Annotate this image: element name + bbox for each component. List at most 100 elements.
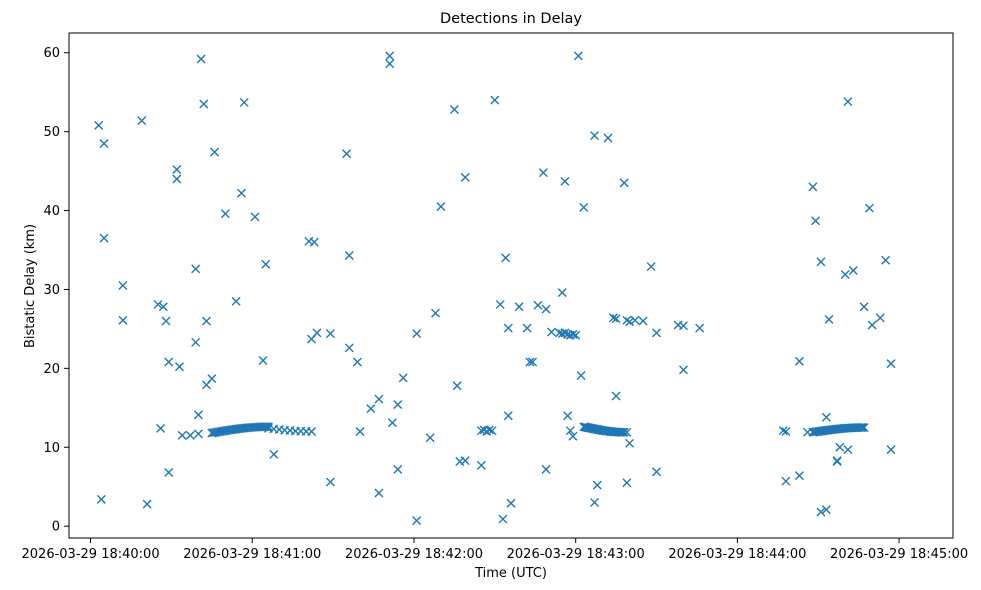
data-point-18 (185, 430, 195, 440)
data-point-57 (412, 329, 422, 339)
y-tick-label-6: 60 (43, 46, 60, 61)
data-point-31 (236, 188, 246, 198)
data-point-51 (385, 51, 395, 61)
data-point-74 (495, 299, 505, 309)
data-point-60 (431, 308, 441, 318)
x-tick-label-1: 2026-03-29 18:41:00 (183, 547, 321, 562)
data-point-227 (619, 427, 629, 437)
data-point-132 (808, 182, 818, 192)
data-point-8 (153, 299, 163, 309)
x-axis-ticks: 2026-03-29 18:40:00 2026-03-29 18:41:00 20… (22, 538, 968, 562)
data-point-125 (695, 323, 705, 333)
data-point-260 (858, 423, 868, 433)
data-point-75 (498, 514, 508, 524)
data-point-63 (452, 381, 462, 391)
data-point-0 (94, 120, 104, 130)
data-point-137 (821, 412, 831, 422)
data-point-113 (625, 317, 635, 327)
data-point-101 (573, 51, 583, 61)
data-point-73 (490, 95, 500, 105)
data-point-21 (193, 429, 203, 439)
data-point-119 (646, 262, 656, 272)
data-point-95 (571, 330, 581, 340)
data-point-259 (856, 423, 866, 433)
data-point-42 (325, 329, 335, 339)
data-point-112 (622, 315, 632, 325)
data-point-130 (794, 471, 804, 481)
y-axis-label: Bistatic Delay (km) (23, 224, 38, 348)
data-point-16 (175, 362, 184, 372)
data-point-100 (568, 431, 578, 441)
data-point-106 (590, 497, 600, 507)
data-point-146 (859, 302, 869, 312)
data-point-127 (781, 426, 791, 436)
data-point-186 (263, 422, 273, 432)
data-point-149 (875, 313, 885, 323)
data-point-52 (385, 59, 395, 69)
y-tick-label-3: 30 (43, 283, 60, 298)
data-point-225 (617, 427, 627, 437)
data-point-50 (374, 488, 384, 498)
data-point-49 (374, 394, 384, 404)
data-point-107 (603, 133, 613, 143)
data-point-96 (557, 288, 567, 298)
data-point-47 (355, 426, 365, 436)
data-point-53 (387, 418, 397, 428)
data-point-65 (460, 456, 470, 466)
data-point-43 (342, 149, 352, 159)
data-point-45 (344, 343, 354, 353)
data-point-83 (528, 357, 538, 367)
chart-title: Detections in Delay (440, 11, 582, 27)
data-point-28 (210, 147, 220, 157)
data-point-71 (484, 425, 494, 435)
data-point-133 (811, 216, 821, 226)
data-point-33 (250, 212, 260, 222)
data-point-124 (678, 365, 688, 375)
data-point-97 (560, 176, 570, 186)
data-point-67 (476, 460, 486, 470)
data-point-261 (859, 423, 869, 433)
data-point-12 (164, 468, 174, 478)
data-point-140 (832, 456, 842, 466)
data-point-58 (412, 516, 422, 526)
data-point-129 (794, 356, 804, 366)
data-point-36 (269, 449, 279, 459)
data-point-78 (503, 323, 513, 333)
data-point-109 (611, 314, 621, 324)
x-tick-label-4: 2026-03-29 18:44:00 (668, 547, 806, 562)
x-axis-label: Time (UTC) (474, 566, 547, 581)
data-point-134 (816, 257, 826, 267)
data-point-86 (541, 304, 551, 314)
data-point-123 (678, 321, 688, 331)
data-point-14 (172, 165, 182, 175)
data-point-80 (514, 302, 524, 312)
data-point-23 (196, 54, 206, 64)
x-tick-label-3: 2026-03-29 18:43:00 (507, 547, 645, 562)
data-point-34 (258, 355, 268, 365)
y-tick-label-0: 0 (52, 520, 60, 535)
data-point-128 (781, 476, 791, 486)
data-point-5 (118, 315, 128, 325)
data-point-85 (538, 168, 548, 178)
data-point-3 (99, 233, 109, 243)
data-point-41 (325, 477, 335, 487)
data-point-9 (156, 423, 166, 433)
data-point-99 (565, 426, 575, 436)
y-tick-label-4: 40 (43, 204, 60, 219)
data-point-91 (560, 328, 570, 338)
data-point-46 (352, 357, 362, 367)
data-point-102 (576, 370, 586, 380)
scatter-markers (94, 51, 896, 526)
y-axis-ticks: 0 10 20 30 40 50 60 (43, 46, 69, 535)
data-point-11 (161, 316, 171, 326)
data-point-66 (460, 172, 470, 182)
x-tick-label-5: 2026-03-29 18:45:00 (830, 547, 968, 562)
data-point-17 (177, 430, 187, 440)
data-point-118 (638, 316, 648, 326)
data-point-135 (816, 507, 826, 517)
data-point-25 (201, 316, 211, 326)
data-point-105 (592, 480, 602, 490)
y-tick-label-2: 20 (43, 362, 60, 377)
data-point-35 (261, 259, 271, 269)
